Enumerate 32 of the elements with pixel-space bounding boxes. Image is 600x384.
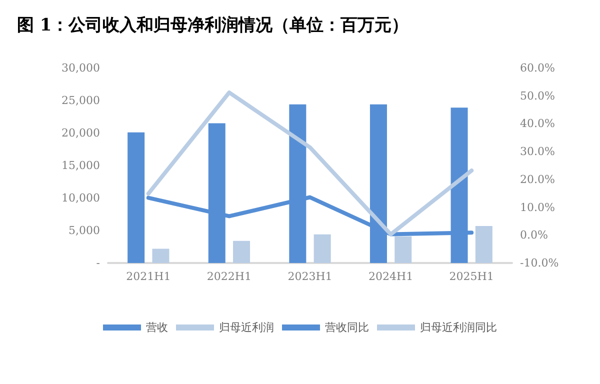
bar <box>233 240 250 263</box>
x-tick-label: 2022H1 <box>206 270 252 283</box>
bar <box>152 248 170 263</box>
y2-tick-label: -10.0% <box>520 256 559 270</box>
x-tick-label: 2021H1 <box>126 270 171 283</box>
y-tick-label: 5,000 <box>68 224 100 237</box>
bar <box>394 236 412 263</box>
y-tick-label: 15,000 <box>62 159 100 172</box>
legend-label: 归母近利润 <box>219 321 274 334</box>
y-tick-label: 25,000 <box>62 94 100 107</box>
y2-tick-label: 60.0% <box>520 62 555 74</box>
bar <box>314 234 331 263</box>
legend-label: 营收 <box>146 321 168 334</box>
line-series <box>146 90 474 236</box>
x-tick-label: 2025H1 <box>449 270 494 283</box>
legend-label: 归母近利润同比 <box>420 321 497 334</box>
bar <box>128 132 145 263</box>
y2-tick-label: 10.0% <box>520 200 555 214</box>
x-tick-label: 2024H1 <box>368 270 414 283</box>
legend-label: 营收同比 <box>325 321 369 334</box>
y2-tick-label: 30.0% <box>520 145 555 158</box>
chart-title: 图 1：公司收入和归母净利润情况（单位：百万元） <box>17 16 409 36</box>
bar <box>475 226 492 263</box>
x-tick-label: 2023H1 <box>288 270 332 283</box>
y-tick-label: - <box>96 256 100 270</box>
y2-tick-label: 0.0% <box>520 228 548 242</box>
y2-tick-label: 40.0% <box>520 117 555 130</box>
y2-tick-label: 50.0% <box>520 89 555 102</box>
y-tick-label: 30,000 <box>62 62 100 74</box>
y-tick-label: 10,000 <box>62 192 100 204</box>
y-tick-label: 20,000 <box>62 126 100 140</box>
y2-tick-label: 20.0% <box>520 172 555 186</box>
